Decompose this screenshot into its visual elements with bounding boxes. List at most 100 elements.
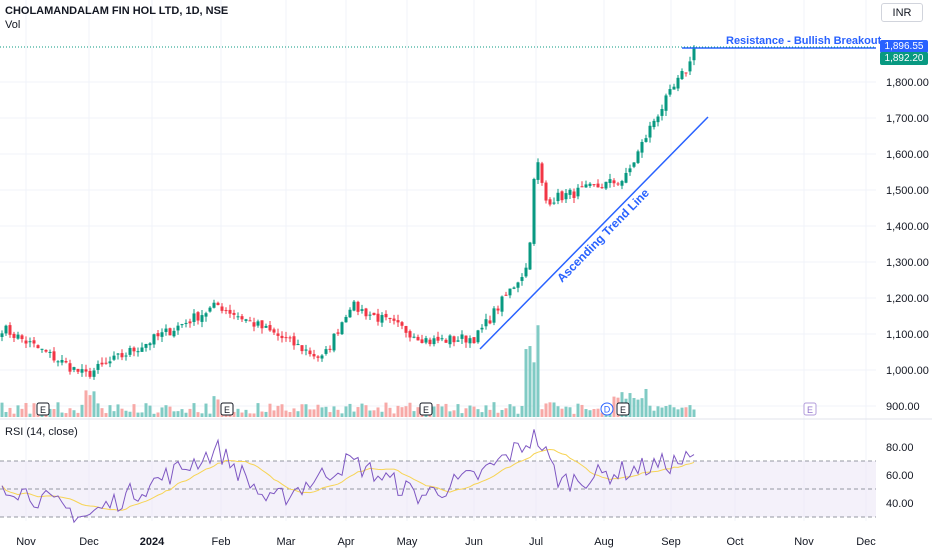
- volume-bar: [484, 405, 488, 417]
- volume-bar: [52, 409, 56, 417]
- candle-body: [392, 318, 396, 321]
- price-axis[interactable]: 900.00 1,000.00 1,100.00 1,200.00 1,300.00 1,…: [886, 77, 929, 413]
- candle-body: [208, 307, 212, 312]
- candle-body: [376, 313, 380, 322]
- volume-bar: [16, 405, 20, 417]
- volume-bar: [28, 413, 32, 417]
- volume-bar: [284, 410, 288, 417]
- volume-bar: [676, 409, 680, 417]
- candle-body: [288, 337, 292, 339]
- volume-bar: [384, 402, 388, 417]
- candle-body: [196, 312, 200, 321]
- volume-bar: [480, 412, 484, 417]
- volume-bar: [380, 411, 384, 417]
- candle-body: [344, 316, 348, 323]
- volume-bar: [492, 402, 496, 417]
- time-tick-label: Dec: [856, 536, 876, 548]
- candle-body: [676, 77, 680, 89]
- candle-body: [488, 320, 492, 324]
- ascending-trend-line: [479, 116, 709, 350]
- volume-bar: [632, 398, 636, 417]
- rsi-line: [1, 429, 695, 524]
- candle-body: [380, 315, 384, 323]
- candle-body: [648, 125, 652, 138]
- volume-bar: [292, 408, 296, 417]
- candle-body: [112, 355, 116, 360]
- candle-body: [88, 370, 92, 377]
- candle-body: [480, 327, 484, 330]
- earnings-marker[interactable]: [220, 402, 234, 416]
- volume-bars: [0, 325, 696, 417]
- candle-body: [592, 184, 596, 186]
- volume-bar: [260, 411, 264, 417]
- candle-body: [588, 183, 592, 186]
- candle-body: [108, 361, 112, 364]
- volume-bar: [116, 404, 120, 417]
- earnings-marker[interactable]: [419, 402, 433, 416]
- candle-body: [436, 336, 440, 341]
- earnings-marker-label: E: [620, 405, 626, 415]
- candle-body: [420, 339, 424, 343]
- volume-bar: [120, 408, 124, 417]
- candle-body: [544, 182, 548, 201]
- candle-body: [256, 321, 260, 326]
- event-markers[interactable]: E E E E ED: [36, 402, 817, 416]
- candle-body: [424, 338, 428, 343]
- volume-bar: [680, 407, 684, 417]
- candle-body: [272, 329, 276, 333]
- volume-bar: [300, 404, 304, 417]
- volume-bar: [336, 409, 340, 417]
- candle-body: [236, 316, 240, 318]
- volume-bar: [400, 407, 404, 417]
- volume-bar: [172, 411, 176, 417]
- candle-body: [116, 353, 120, 355]
- volume-bar: [296, 411, 300, 417]
- volume-legend: Vol: [5, 19, 21, 31]
- candle-body: [284, 337, 288, 339]
- trend-line-label: Ascending Trend Line: [554, 186, 652, 285]
- candle-body: [604, 181, 608, 189]
- volume-bar: [416, 407, 420, 417]
- volume-bar: [316, 404, 320, 417]
- time-tick-label: Feb: [212, 536, 231, 548]
- volume-bar: [368, 410, 372, 417]
- volume-bar: [460, 413, 464, 417]
- candle-body: [52, 351, 56, 361]
- earnings-marker[interactable]: [803, 402, 817, 416]
- volume-bar: [244, 409, 248, 417]
- volume-bar: [332, 406, 336, 417]
- earnings-marker[interactable]: [36, 402, 50, 416]
- candlestick-series: [0, 45, 696, 380]
- volume-bar: [596, 408, 600, 417]
- candle-body: [468, 338, 472, 344]
- volume-bar: [652, 410, 656, 417]
- candle-body: [532, 178, 536, 244]
- currency-button[interactable]: INR: [881, 3, 923, 22]
- volume-bar: [684, 407, 688, 417]
- volume-bar: [692, 409, 696, 417]
- candle-body: [660, 109, 664, 116]
- candle-body: [692, 47, 696, 61]
- dividend-marker[interactable]: [600, 402, 614, 416]
- candle-body: [452, 336, 456, 343]
- volume-bar: [500, 409, 504, 417]
- earnings-marker[interactable]: [616, 402, 630, 416]
- volume-bar: [88, 395, 92, 417]
- symbol-title[interactable]: CHOLAMANDALAM FIN HOL LTD, 1D, NSE: [5, 5, 229, 17]
- price-tick-label: 1,200.00: [886, 293, 929, 305]
- volume-bar: [232, 411, 236, 417]
- time-axis[interactable]: Nov Dec 2024 Feb Mar Apr May Jun Jul Aug Sep Oct Nov…: [16, 536, 876, 548]
- candle-body: [516, 282, 520, 288]
- volume-bar: [584, 409, 588, 417]
- volume-bar: [280, 404, 284, 417]
- candle-body: [96, 363, 100, 370]
- candle-body: [188, 321, 192, 324]
- volume-bar: [508, 404, 512, 417]
- volume-bar: [264, 411, 268, 417]
- candle-body: [348, 309, 352, 318]
- price-tick-label: 1,800.00: [886, 77, 929, 89]
- candle-body: [496, 308, 500, 311]
- candle-body: [80, 369, 84, 373]
- volume-bar: [372, 410, 376, 417]
